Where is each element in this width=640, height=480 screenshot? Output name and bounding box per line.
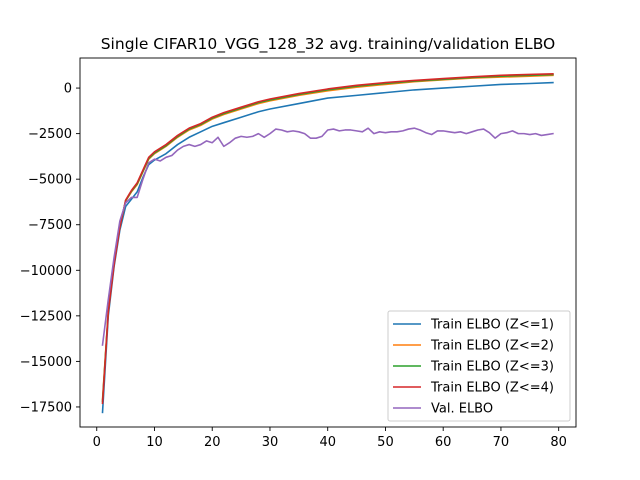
series-line-4 (101, 73, 554, 405)
legend: Train ELBO (Z<=1) Train ELBO (Z<=2) Train … (387, 310, 571, 422)
y-tick-label: −15000 (20, 355, 72, 370)
y-tick-label: −17500 (20, 400, 72, 415)
x-tick-label: 70 (493, 435, 510, 450)
x-tick-label: 50 (377, 435, 394, 450)
x-tick-label: 10 (146, 435, 163, 450)
series-line-5 (101, 127, 554, 346)
legend-box (387, 310, 571, 422)
y-tick-label: −10000 (20, 264, 72, 279)
y-tick-label: 0 (64, 82, 72, 97)
legend-label-4: Train ELBO (Z<=4) (430, 381, 554, 396)
series-line-1 (101, 81, 554, 414)
plot-area (101, 73, 554, 414)
y-tick-label: −12500 (20, 309, 72, 324)
axes: 0 10 20 30 40 50 60 70 80 0 −2500 −5000 −7500 −10000 −… (20, 57, 577, 450)
y-tick-label: −7500 (28, 218, 72, 233)
x-tick-label: 40 (319, 435, 336, 450)
legend-label-1: Train ELBO (Z<=1) (430, 318, 554, 333)
chart-title: Single CIFAR10_VGG_128_32 avg. training/… (101, 35, 556, 54)
x-tick-label: 60 (435, 435, 452, 450)
x-tick-label: 0 (93, 435, 101, 450)
x-tick-label: 30 (262, 435, 279, 450)
x-tick-label: 20 (204, 435, 221, 450)
y-tick-label: −5000 (28, 173, 72, 188)
y-tick-label: −2500 (28, 127, 72, 142)
x-tick-label: 80 (550, 435, 567, 450)
legend-label-2: Train ELBO (Z<=2) (430, 339, 554, 354)
legend-label-3: Train ELBO (Z<=3) (430, 360, 554, 375)
legend-label-5: Val. ELBO (431, 402, 493, 417)
